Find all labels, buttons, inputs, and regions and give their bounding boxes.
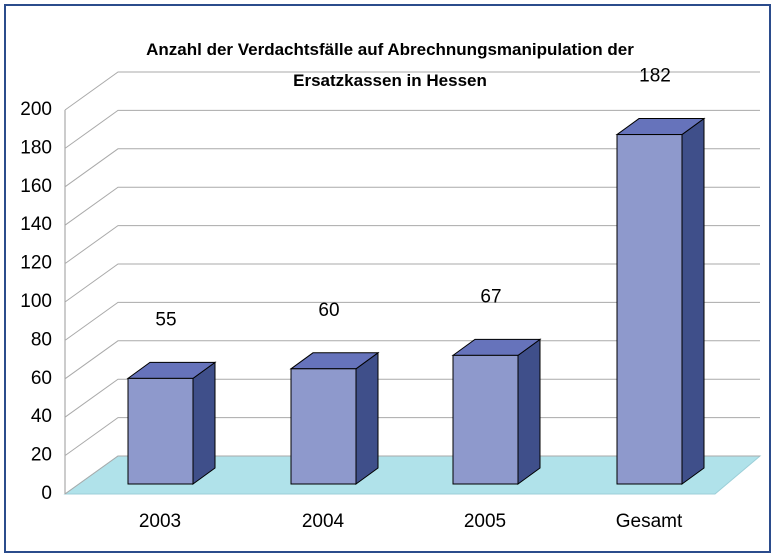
y-tick-label: 40 — [31, 406, 52, 427]
grid-line — [64, 263, 760, 303]
y-tick-label: 180 — [20, 137, 52, 158]
bar-side — [681, 117, 705, 485]
grid-line — [64, 340, 760, 380]
grid-line — [64, 417, 760, 457]
y-tick-label: 100 — [20, 291, 52, 312]
grid-line — [64, 301, 760, 341]
x-tick-label: Gesamt — [616, 511, 683, 532]
grid-line — [64, 148, 760, 188]
bar-side — [517, 338, 541, 485]
bar — [616, 134, 683, 485]
grid-line — [64, 455, 760, 495]
y-tick-label: 20 — [31, 445, 52, 466]
data-label: 55 — [155, 309, 176, 330]
data-label: 60 — [318, 300, 339, 321]
grid-line — [64, 225, 760, 265]
data-label: 67 — [480, 286, 501, 307]
chart-title: Anzahl der Verdachtsfälle auf Abrechnung… — [146, 40, 634, 90]
y-tick-label: 0 — [41, 483, 52, 504]
bar-side — [192, 361, 216, 485]
grid-line — [64, 378, 760, 418]
y-tick-label: 120 — [20, 253, 52, 274]
y-tick-label: 140 — [20, 214, 52, 235]
bar — [290, 368, 357, 485]
y-tick-label: 60 — [31, 368, 52, 389]
y-tick-label: 200 — [20, 99, 52, 120]
bar-side — [355, 351, 379, 485]
y-tick-label: 80 — [31, 329, 52, 350]
grid-line — [64, 109, 760, 149]
data-label: 182 — [639, 66, 671, 87]
x-tick-label: 2005 — [464, 511, 506, 532]
grid-line — [64, 71, 760, 111]
y-tick-label: 160 — [20, 176, 52, 197]
bar — [127, 377, 194, 485]
x-tick-label: 2003 — [139, 511, 181, 532]
x-tick-label: 2004 — [302, 511, 345, 532]
grid-line — [64, 186, 760, 226]
bar — [452, 354, 519, 485]
